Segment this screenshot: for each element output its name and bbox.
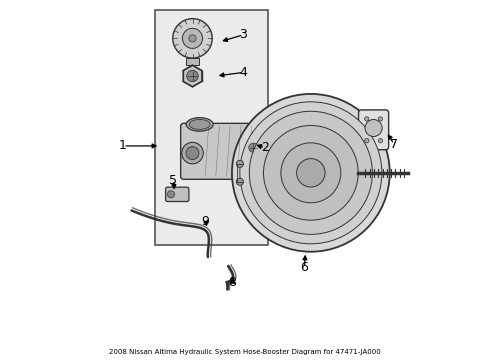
- Bar: [185, 58, 199, 65]
- Circle shape: [364, 117, 368, 121]
- Circle shape: [280, 143, 340, 203]
- Ellipse shape: [186, 118, 213, 131]
- Polygon shape: [246, 140, 260, 156]
- Circle shape: [236, 160, 243, 167]
- Circle shape: [167, 191, 174, 198]
- Text: 4: 4: [239, 66, 246, 79]
- Circle shape: [182, 142, 203, 164]
- FancyBboxPatch shape: [358, 110, 388, 150]
- Bar: [155, 10, 267, 244]
- Polygon shape: [183, 65, 202, 87]
- Circle shape: [364, 139, 368, 143]
- Circle shape: [186, 70, 198, 82]
- Circle shape: [248, 143, 258, 152]
- Circle shape: [239, 102, 381, 244]
- Ellipse shape: [189, 120, 210, 130]
- Circle shape: [378, 139, 382, 143]
- Circle shape: [172, 19, 212, 58]
- Text: 8: 8: [228, 276, 236, 289]
- FancyBboxPatch shape: [180, 123, 250, 179]
- Text: 1: 1: [119, 139, 126, 152]
- Circle shape: [378, 117, 382, 121]
- Circle shape: [249, 111, 372, 234]
- Text: 7: 7: [389, 138, 397, 150]
- FancyBboxPatch shape: [165, 187, 188, 202]
- Ellipse shape: [365, 120, 381, 136]
- Text: 3: 3: [239, 28, 246, 41]
- Text: 5: 5: [169, 174, 177, 186]
- Text: 2008 Nissan Altima Hydraulic System Hose-Booster Diagram for 47471-JA000: 2008 Nissan Altima Hydraulic System Hose…: [108, 349, 380, 355]
- Circle shape: [296, 159, 325, 187]
- Circle shape: [188, 35, 196, 42]
- Text: 2: 2: [260, 141, 268, 154]
- Circle shape: [263, 126, 357, 220]
- Circle shape: [185, 147, 199, 159]
- Circle shape: [236, 178, 243, 185]
- Text: 6: 6: [300, 261, 307, 274]
- Text: 9: 9: [201, 215, 209, 228]
- Circle shape: [231, 94, 389, 252]
- Circle shape: [182, 28, 202, 48]
